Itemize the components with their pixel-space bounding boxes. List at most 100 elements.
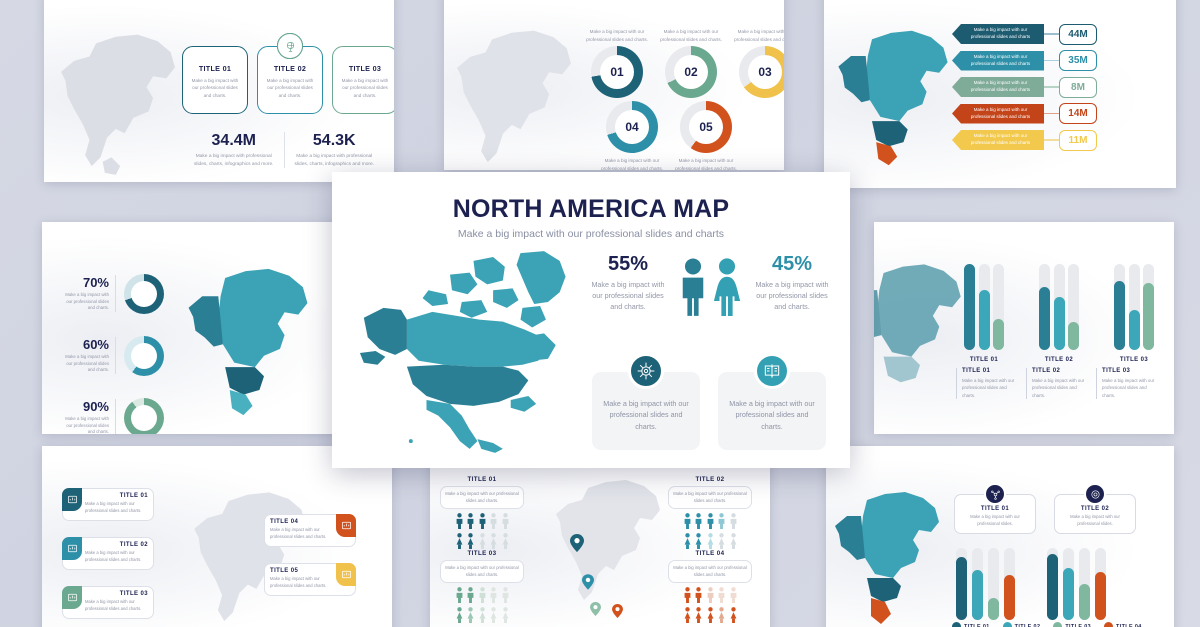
north-america-map-icon <box>456 30 572 163</box>
info-card-02[interactable]: Make a big impact with our professional … <box>718 353 826 450</box>
slide-top-right[interactable]: NORTH AMERICA MAP Make a big impact with… <box>824 0 1176 188</box>
legend-item[interactable]: TITLE 04 <box>1104 622 1142 627</box>
female-figure-icon <box>713 258 740 316</box>
arrow-row[interactable]: Make a big impact with our professional … <box>952 50 1097 71</box>
slide-mid-left[interactable]: NORTH AMERICA MAP Make a big impact with… <box>42 222 372 434</box>
title-card-01[interactable]: TITLE 01 Make a big impact with our prof… <box>182 33 303 114</box>
donut-text: Make a big impact with our professional … <box>734 29 784 42</box>
callout-text: Make a big impact with our professional … <box>270 576 327 588</box>
percent-text: Make a big impact with our professional … <box>65 415 109 434</box>
slide-bottom-right[interactable]: NORTH AMERICA MAP Make a big impact with… <box>826 446 1174 627</box>
slide-top-center[interactable]: NORTH AMERICA MAP Make a big impact with… <box>444 0 784 170</box>
percent-row[interactable]: 90% Make a big impact with our professio… <box>64 390 164 434</box>
person-icon <box>707 533 713 550</box>
info-card-01[interactable]: Make a big impact with our professional … <box>592 353 700 450</box>
note-item[interactable]: TITLE 02 Make a big impact with our prof… <box>1026 368 1086 400</box>
card-title: TITLE 01 <box>980 506 1010 512</box>
gender-icon-pair <box>672 254 748 316</box>
person-icon <box>718 533 725 550</box>
bar-track <box>1004 548 1015 620</box>
pictogram-group-04[interactable]: TITLE 04 Make a big impact with our prof… <box>668 550 752 624</box>
donut-cell-04[interactable]: 04 Make a big impact with our profession… <box>601 98 663 170</box>
bar-group[interactable]: TITLE 01 <box>956 264 1012 363</box>
arrow-row[interactable]: Make a big impact with our professional … <box>952 129 1097 151</box>
callout-04[interactable]: TITLE 04 Make a big impact with our prof… <box>264 514 356 547</box>
bar-track <box>964 264 975 350</box>
callout-02[interactable]: TITLE 02 Make a big impact with our prof… <box>62 537 154 570</box>
info-card-01[interactable]: TITLE 01 Make a big impact with our prof… <box>954 483 1036 534</box>
person-icon <box>684 533 690 550</box>
bar-group[interactable] <box>956 548 1015 620</box>
person-icon <box>707 607 713 624</box>
bar-track <box>988 548 999 620</box>
arrow-row[interactable]: Make a big impact with our professional … <box>952 103 1097 124</box>
slide-bottom-center[interactable]: Make a big impact with our professional … <box>430 452 770 627</box>
donut-label: 05 <box>699 120 713 134</box>
person-icon <box>479 533 485 550</box>
percent-row[interactable]: 70% Make a big impact with our professio… <box>64 266 164 321</box>
pictogram-group-02[interactable]: TITLE 02 Make a big impact with our prof… <box>668 476 752 550</box>
map-pin-icon <box>582 574 594 590</box>
bar-group[interactable] <box>1047 548 1106 620</box>
arrow-row[interactable]: Make a big impact with our professional … <box>952 76 1097 98</box>
pictogram-text: Make a big impact with our professional … <box>668 560 752 584</box>
note-item[interactable]: TITLE 01 Make a big impact with our prof… <box>956 368 1016 400</box>
slide-featured-center[interactable]: NORTH AMERICA MAP Make a big impact with… <box>332 172 850 468</box>
person-icon <box>490 607 497 624</box>
bar-group[interactable]: TITLE 02 <box>1031 264 1087 363</box>
legend-item[interactable]: TITLE 03 <box>1053 622 1091 627</box>
north-america-map-icon <box>60 34 176 175</box>
percent-list-left: 70% Make a big impact with our professio… <box>64 266 164 434</box>
donut-text: Make a big impact with our professional … <box>601 158 663 170</box>
arrow-bar-chart: Make a big impact with our professional … <box>952 23 1097 157</box>
legend-label: TITLE 02 <box>1014 623 1041 627</box>
slide-bottom-left[interactable]: NORTH AMERICA MAP Make a big impact with… <box>42 446 392 627</box>
legend-dot-icon <box>1002 622 1012 627</box>
note-item[interactable]: TITLE 03 Make a big impact with our prof… <box>1096 368 1156 400</box>
north-america-map[interactable] <box>356 246 591 456</box>
info-card-02[interactable]: TITLE 02 Make a big impact with our prof… <box>1054 483 1136 534</box>
bar-group-label: TITLE 02 <box>1044 357 1074 363</box>
title-card-03[interactable]: TITLE 03 Make a big impact with our prof… <box>277 33 394 114</box>
callout-05[interactable]: TITLE 05 Make a big impact with our prof… <box>264 563 356 596</box>
callout-01[interactable]: TITLE 01 Make a big impact with our prof… <box>62 488 154 521</box>
legend-dot-icon <box>952 622 961 627</box>
donut-cell-03[interactable]: Make a big impact with our professional … <box>734 28 784 99</box>
donut-cell-02[interactable]: Make a big impact with our professional … <box>660 28 722 99</box>
person-icon <box>695 607 702 624</box>
slide-mid-right[interactable]: NORTH AMERICA MAP Make a big impact with… <box>874 222 1174 434</box>
arrow-value: 35M <box>1059 50 1097 71</box>
donut-label: 01 <box>610 65 624 80</box>
stat-female[interactable]: 45% Make a big impact with our professio… <box>752 254 832 312</box>
legend-item[interactable]: TITLE 02 <box>1002 622 1041 627</box>
percent-donut <box>124 335 164 376</box>
slide-top-left[interactable]: NORTH AMERICA MAP Make a big impact with… <box>44 0 394 182</box>
pictogram-group-01[interactable]: TITLE 01 Make a big impact with our prof… <box>440 476 524 550</box>
donut-cell-01[interactable]: Make a big impact with our professional … <box>586 28 648 99</box>
bar-group[interactable]: TITLE 03 <box>1106 264 1162 363</box>
person-icon <box>502 587 508 604</box>
arrow-row[interactable]: Make a big impact with our professional … <box>952 23 1097 45</box>
percent-row[interactable]: 60% Make a big impact with our professio… <box>64 328 164 383</box>
person-icon <box>467 513 474 530</box>
stat-text: Make a big impact with professional slid… <box>194 154 274 167</box>
chart-legend: TITLE 01 TITLE 02 TITLE 03 TITLE 04 <box>952 622 1142 627</box>
stat-value: 34.4M <box>211 132 256 149</box>
legend-item[interactable]: TITLE 01 <box>952 622 990 627</box>
globe-icon <box>277 33 303 59</box>
callout-title: TITLE 01 <box>119 493 148 499</box>
pictogram-group-03[interactable]: TITLE 03 Make a big impact with our prof… <box>440 550 524 624</box>
donut-cell-05[interactable]: 05 Make a big impact with our profession… <box>675 98 737 170</box>
donut-ring: 04 <box>606 101 658 153</box>
person-icon <box>467 607 474 624</box>
person-icon <box>695 513 702 530</box>
donut-ring: 05 <box>680 101 732 153</box>
callout-03[interactable]: TITLE 03 Make a big impact with our prof… <box>62 586 154 619</box>
donut-chart-row-bottom: 04 Make a big impact with our profession… <box>601 98 737 170</box>
bar-track <box>993 264 1004 350</box>
bar-track <box>956 548 967 620</box>
pictogram-text: Make a big impact with our professional … <box>668 486 752 510</box>
stat-male[interactable]: 55% Make a big impact with our professio… <box>588 254 668 312</box>
pictogram-title: TITLE 01 <box>467 476 497 483</box>
card-text: Make a big impact with our professional … <box>729 399 815 431</box>
